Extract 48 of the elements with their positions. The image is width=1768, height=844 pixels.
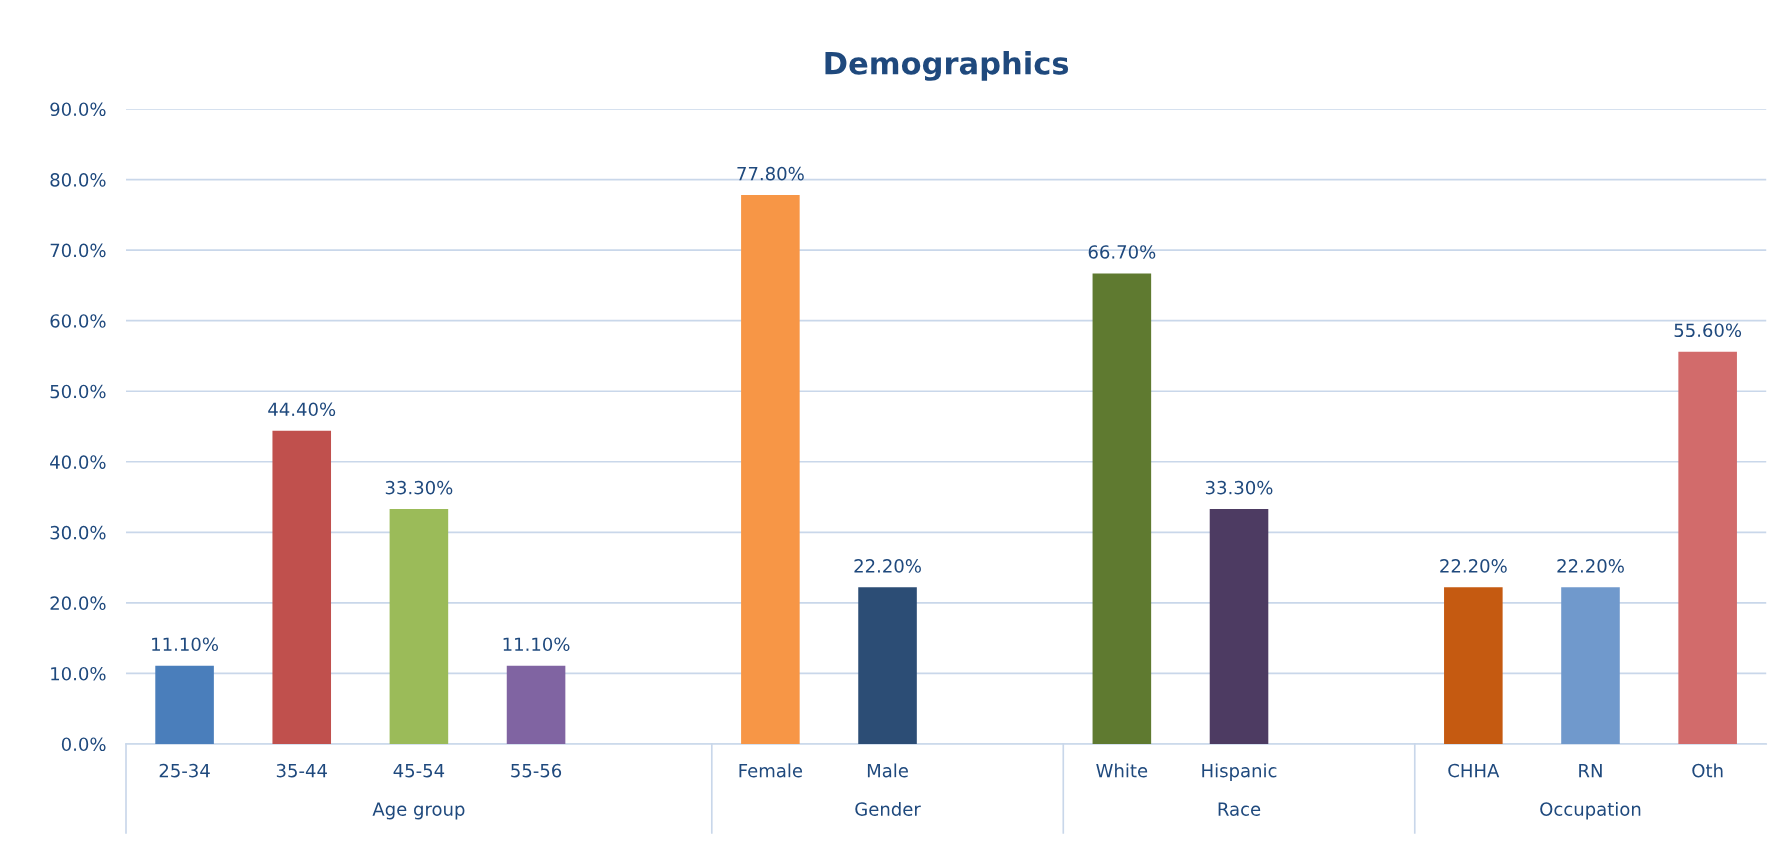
x-tick-label: 25-34 (159, 763, 210, 778)
x-tick-label: 55-56 (511, 763, 562, 778)
data-label: 44.40% (268, 402, 336, 417)
text: Occupation (1540, 801, 1641, 820)
y-tick-label: 60.0% (50, 314, 106, 328)
bar (506, 665, 566, 744)
bar (858, 587, 917, 744)
y-tick-label: 30.0% (50, 525, 106, 540)
chart-title: Demographics (825, 51, 1069, 81)
x-tick-label: 35-44 (276, 763, 327, 778)
data-label: 77.80% (737, 166, 804, 181)
data-label: 22.20% (1557, 559, 1624, 573)
bar (741, 195, 800, 744)
text: Age group (372, 802, 465, 820)
data-label: 66.70% (1088, 245, 1156, 259)
data-label: 33.30% (385, 480, 453, 495)
y-tick-label: 90.0% (50, 102, 106, 117)
x-tick-label: 45-54 (393, 764, 445, 778)
y-tick-label: 70.0% (50, 243, 106, 258)
bar (1678, 351, 1737, 744)
data-label: 11.10% (152, 637, 219, 652)
x-tick-label: Male (867, 763, 908, 778)
bar (1209, 509, 1269, 744)
x-tick-label: White (1096, 763, 1148, 778)
bar (1444, 587, 1503, 744)
x-tick-label: Oth (1692, 763, 1723, 778)
y-tick-label: 40.0% (50, 455, 106, 469)
data-label: 11.10% (503, 637, 570, 652)
bar (1561, 587, 1620, 744)
bar (272, 430, 332, 744)
y-tick-label: 10.0% (51, 666, 106, 681)
bar (155, 665, 214, 744)
data-label: 55.60% (1674, 323, 1742, 338)
y-tick-label: 0.0% (61, 737, 106, 752)
y-tick-label: 50.0% (50, 384, 106, 399)
bar (1092, 273, 1152, 744)
data-label: 22.20% (854, 559, 921, 573)
x-tick-label: RN (1579, 764, 1602, 778)
y-tick-label: 80.0% (50, 173, 106, 187)
text: Gender (855, 801, 921, 816)
data-label: 22.20% (1440, 559, 1507, 573)
y-tick-label: 20.0% (50, 596, 106, 611)
x-tick-label: CHHA (1448, 763, 1500, 778)
bar (389, 509, 449, 744)
data-label: 33.30% (1205, 480, 1273, 495)
x-tick-label: Female (739, 763, 803, 778)
x-tick-label: Hispanic (1202, 763, 1277, 781)
text: Race (1218, 802, 1261, 816)
